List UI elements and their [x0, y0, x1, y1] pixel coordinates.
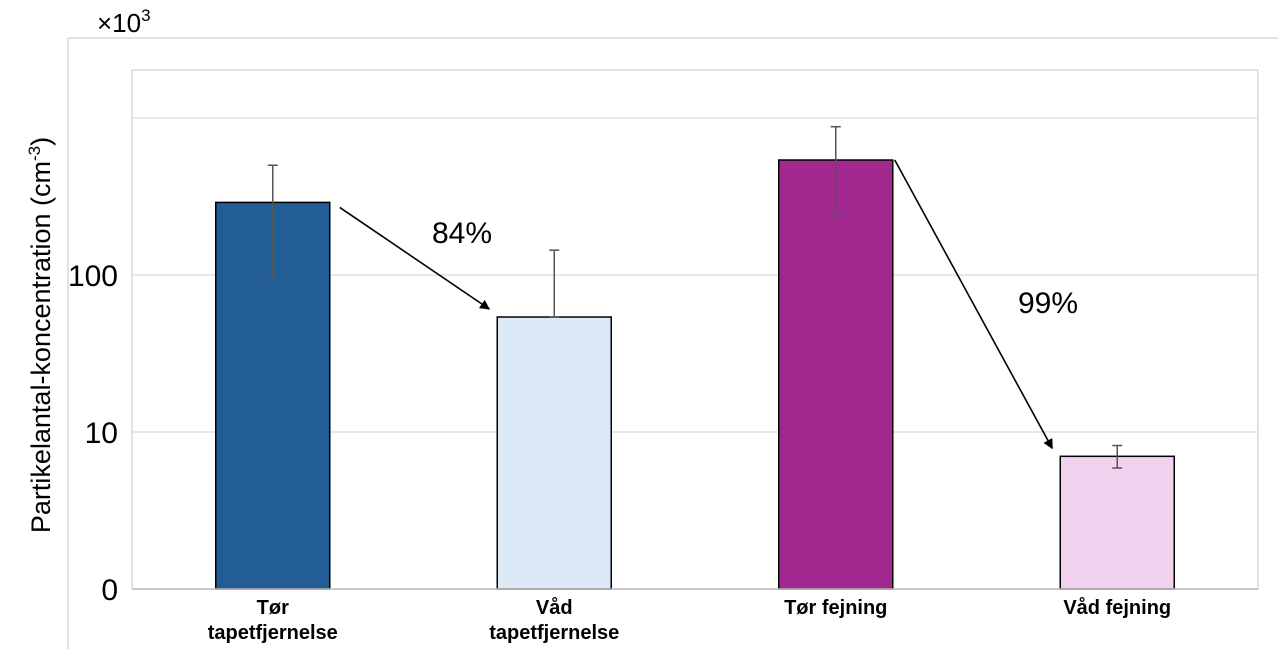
reduction-arrows: 84% 99%: [339, 159, 1078, 450]
reduction-arrow: [339, 206, 491, 310]
reduction-label: 99%: [1018, 287, 1078, 320]
error-bar: [830, 125, 841, 217]
x-tick-label: Tør: [257, 597, 289, 619]
bars: [215, 159, 1175, 590]
error-bar: [549, 249, 560, 318]
x-tick-label: tapetfjernelse: [208, 622, 338, 644]
y-tick-label: 0: [101, 574, 118, 607]
y-tick-label: 100: [68, 260, 118, 293]
y-tick-label: 10: [85, 417, 118, 450]
y-tick-labels: 0 10 100: [68, 260, 118, 607]
reduction-label: 84%: [432, 217, 492, 250]
bar: [1059, 455, 1175, 590]
y-axis-multiplier: ×103: [97, 6, 151, 38]
x-tick-label: tapetfjernelse: [489, 622, 619, 644]
reduction-arrow: [894, 159, 1053, 450]
x-tick-labels: Tør tapetfjernelse Våd tapetfjernelse Tør fe…: [208, 596, 1171, 644]
x-tick-label: Våd fejning: [1063, 596, 1171, 619]
x-tick-label: Våd: [536, 596, 573, 619]
error-bar: [267, 164, 278, 280]
bar: [778, 159, 894, 590]
error-bars: [267, 125, 1123, 469]
error-bar: [1112, 444, 1123, 469]
y-axis-label: Partikelantal-koncentration (cm-3): [25, 137, 56, 533]
x-tick-label: Tør fejning: [784, 597, 887, 619]
bar: [496, 316, 612, 590]
